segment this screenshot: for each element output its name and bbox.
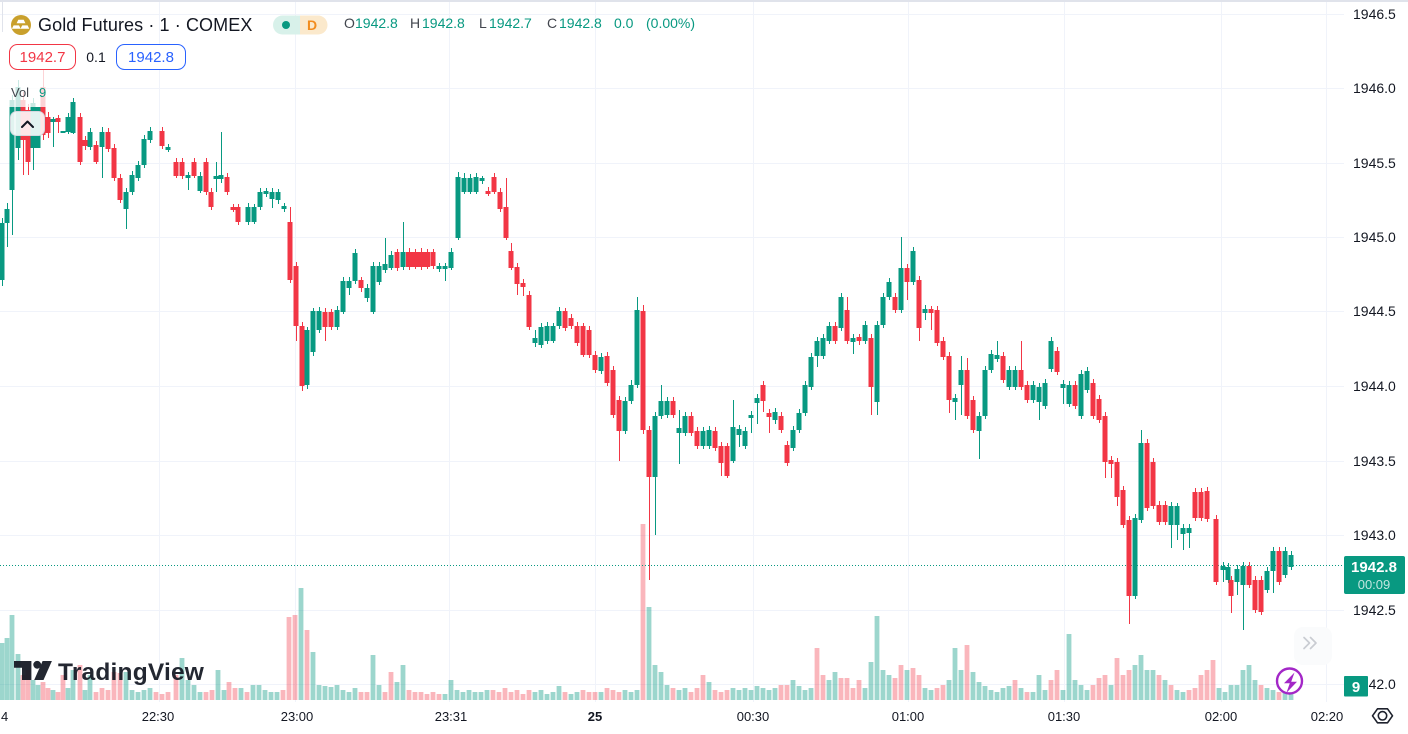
svg-text:1942.8: 1942.8 [1351,559,1397,576]
svg-text:0.1: 0.1 [86,49,106,65]
svg-text:02:00: 02:00 [1205,709,1238,724]
svg-text:1944.5: 1944.5 [1353,303,1396,319]
svg-text:00:30: 00:30 [737,709,770,724]
svg-text:1943.5: 1943.5 [1353,453,1396,469]
svg-text:4: 4 [1,709,8,724]
svg-text:01:30: 01:30 [1048,709,1081,724]
svg-text:Gold Futures · 1 · COMEX: Gold Futures · 1 · COMEX [38,15,252,35]
svg-text:1944.0: 1944.0 [1353,378,1396,394]
svg-text:1942.8: 1942.8 [128,49,174,66]
svg-text:22:30: 22:30 [142,709,175,724]
svg-text:TradingView: TradingView [58,659,205,686]
svg-text:02:20: 02:20 [1311,709,1344,724]
svg-text:H: H [410,15,420,31]
svg-text:1942.7: 1942.7 [20,49,66,66]
svg-text:O: O [344,15,355,31]
svg-text:01:00: 01:00 [892,709,925,724]
svg-text:(0.00%): (0.00%) [646,15,695,31]
svg-text:Vol: Vol [11,85,29,100]
svg-text:0.0: 0.0 [614,15,634,31]
svg-text:1943.0: 1943.0 [1353,527,1396,543]
svg-text:L: L [479,15,487,31]
svg-text:1945.5: 1945.5 [1353,155,1396,171]
svg-text:1942.5: 1942.5 [1353,602,1396,618]
svg-text:1942.8: 1942.8 [422,15,465,31]
svg-text:1945.0: 1945.0 [1353,229,1396,245]
svg-text:9: 9 [1352,679,1360,696]
svg-text:D: D [307,17,317,33]
svg-text:25: 25 [588,709,602,724]
svg-text:9: 9 [39,85,46,100]
svg-text:1942.8: 1942.8 [559,15,602,31]
svg-text:1946.5: 1946.5 [1353,6,1396,22]
svg-text:00:09: 00:09 [1358,577,1391,592]
svg-text:C: C [547,15,557,31]
svg-text:23:00: 23:00 [281,709,314,724]
svg-text:1942.7: 1942.7 [489,15,532,31]
svg-text:23:31: 23:31 [435,709,468,724]
svg-text:1946.0: 1946.0 [1353,80,1396,96]
svg-text:1942.8: 1942.8 [355,15,398,31]
